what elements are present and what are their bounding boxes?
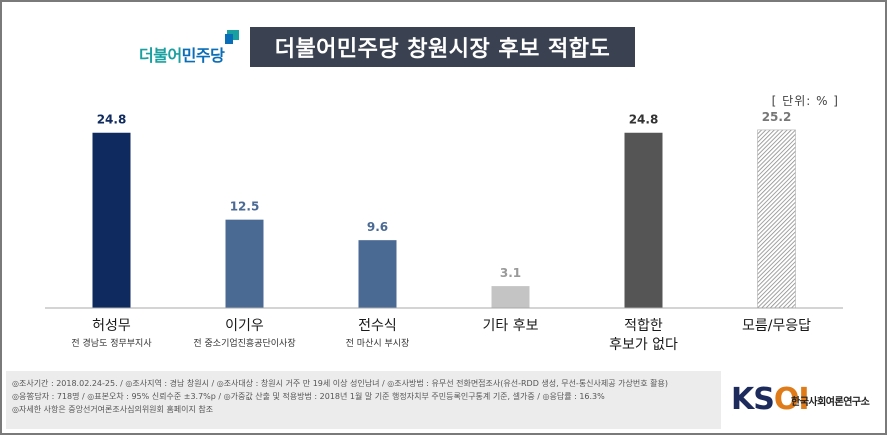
party-logo-mark-icon bbox=[225, 30, 239, 44]
value-label-3: 3.1 bbox=[500, 266, 521, 280]
category-label-1: 이기우 bbox=[225, 318, 264, 334]
value-label-2: 9.6 bbox=[367, 220, 388, 234]
category-label-2: 전수식 bbox=[358, 318, 397, 334]
category-label-5: 모름/무응답 bbox=[742, 318, 811, 334]
category-subtitle-0: 전 경남도 정무부지사 bbox=[71, 337, 152, 349]
footnote-line-2: ◎응答담자 : 718명 / ◎표본오차 : 95% 신뢰수준 ±3.7%p /… bbox=[12, 392, 605, 401]
value-label-5: 25.2 bbox=[762, 110, 792, 124]
category-label-3: 기타 후보 bbox=[483, 318, 539, 334]
value-label-4: 24.8 bbox=[629, 113, 659, 127]
footnote-line-3: ◎자세한 사항은 중앙선거여론조사심의위원회 홈페이지 참조 bbox=[12, 405, 214, 414]
unit-label: [ 단위: % ] bbox=[771, 94, 839, 108]
ksoi-logo: KSOI 한국사회여론연구소 bbox=[731, 378, 881, 418]
ksoi-name: 한국사회여론연구소 bbox=[791, 397, 870, 408]
footnote-line-1: ◎조사기간 : 2018.02.24-25. / ◎조사지역 : 경남 창원시 … bbox=[12, 379, 668, 388]
ksoi-wordmark: KSOI bbox=[731, 382, 810, 417]
category-label-0: 허성무 bbox=[92, 318, 131, 334]
value-label-1: 12.5 bbox=[230, 200, 260, 214]
bar-2 bbox=[358, 240, 397, 308]
chart-title: 더불어민주당 창원시장 후보 적합도 bbox=[250, 27, 635, 67]
bar-5 bbox=[757, 129, 796, 309]
bar-4 bbox=[624, 132, 663, 308]
bar-1 bbox=[225, 219, 264, 308]
category-subtitle-2: 전 마산시 부시장 bbox=[346, 338, 410, 349]
category-subtitle-1: 전 중소기업진흥공단이사장 bbox=[193, 337, 295, 349]
category-label-4-line-0: 적합한 bbox=[624, 318, 663, 334]
party-logo-text: 더불어민주당 bbox=[139, 46, 225, 65]
bar-0 bbox=[92, 132, 131, 308]
party-logo: 더불어민주당 bbox=[139, 30, 241, 65]
category-label-4-line-1: 후보가 없다 bbox=[609, 337, 678, 353]
bar-3 bbox=[491, 286, 530, 308]
value-label-0: 24.8 bbox=[97, 113, 127, 127]
survey-footnote: ◎조사기간 : 2018.02.24-25. / ◎조사지역 : 경남 창원시 … bbox=[6, 371, 721, 429]
